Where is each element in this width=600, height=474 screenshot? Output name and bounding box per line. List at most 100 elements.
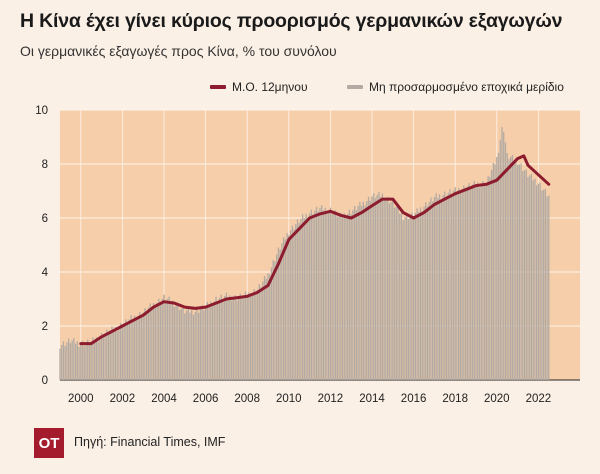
bar-mark [135,319,137,380]
bar-mark [314,210,316,380]
bar-mark [464,189,467,380]
bar-mark [246,296,248,380]
bar-mark [385,198,387,380]
bar-mark [83,346,85,380]
bar-mark [87,339,89,380]
bar-mark [230,300,233,380]
bar-mark [133,315,136,380]
bar-mark [490,169,493,380]
bar-mark [152,302,155,380]
bar-mark [203,310,205,380]
bar-mark [272,260,274,380]
bar-mark [251,293,254,380]
bar-mark [367,196,370,380]
bar-mark [480,184,482,380]
bar-mark [475,185,477,380]
bar-mark [137,315,139,380]
bar-mark [227,298,229,380]
bar-mark [407,218,410,380]
bar-mark [302,214,304,380]
bar-mark [177,303,179,380]
bar-mark [506,152,508,380]
bar-mark [123,323,125,380]
bar-mark [357,205,359,380]
bar-mark [97,341,99,380]
bar-mark [477,182,479,380]
legend-label-bars: Μη προσαρμοσμένο εποχικά μερίδιο [369,80,564,94]
bar-mark [201,305,203,380]
bar-mark [416,208,418,380]
bar-mark [329,207,332,380]
bar-mark [189,312,191,380]
bar-mark [331,214,333,380]
bar-mark [364,205,366,380]
bar-mark [165,300,167,380]
chart-plot: 0 2 4 6 8 10 2000 2002 2004 2006 2008 2010 2012 2014 2… [35,105,580,405]
bar-mark [151,307,153,380]
bar-mark [149,303,151,380]
bar-mark [265,278,267,380]
bar-mark [409,215,411,380]
bar-mark [256,289,259,380]
bar-mark [178,310,181,380]
chart-subtitle: Οι γερμανικές εξαγωγές προς Κίνα, % του … [20,43,337,59]
bar-mark [373,193,375,380]
bar-mark [392,200,394,380]
bar-mark [530,173,533,380]
bar-mark [525,169,527,380]
bar-mark [59,348,61,380]
bar-mark [308,213,311,380]
bar-mark [435,193,437,380]
bar-mark [71,340,73,380]
bar-mark [310,209,312,380]
bar-mark [359,201,361,380]
bar-mark [504,142,507,380]
bar-mark [508,159,510,380]
bar-mark [461,189,463,380]
x-tick-label: 2004 [151,393,177,405]
bar-mark [163,294,165,380]
bar-mark [333,212,335,380]
bar-mark [229,295,231,380]
bar-mark [102,337,104,380]
y-tick-label: 2 [42,321,48,333]
bar-mark [395,206,397,380]
legend-item-bars: Μη προσαρμοσμένο εποχικά μερίδιο [347,80,564,94]
bar-mark [380,196,382,380]
bar-mark [527,177,529,380]
bar-mark [295,224,297,380]
bar-mark [253,289,255,380]
bar-mark [286,233,288,380]
bar-mark [444,191,446,380]
bar-mark [326,213,328,380]
bar-mark [88,344,91,380]
bar-mark [369,200,371,380]
bar-mark [284,239,286,380]
bar-mark [499,139,501,380]
bar-mark [293,229,295,380]
bar-mark [459,192,462,380]
bar-mark [433,196,436,380]
bar-mark [173,306,176,380]
bar-mark [210,301,212,380]
bar-mark [518,164,520,380]
bar-mark [250,296,252,380]
y-tick-label: 10 [35,105,48,117]
bar-mark [520,163,522,380]
bar-mark [428,201,430,380]
bar-mark [260,286,262,380]
bar-mark [107,334,110,380]
bar-mark [128,319,130,380]
bar-mark [113,330,115,380]
x-tick-label: 2008 [234,393,260,405]
bar-mark [350,214,352,380]
legend-swatch-bars [347,85,363,89]
bar-mark [289,230,292,380]
bar-mark [328,210,330,380]
bar-mark [393,207,396,380]
bar-mark [400,212,403,380]
bar-mark [447,192,449,380]
bar-mark [386,196,389,380]
bar-mark [114,326,117,380]
bar-mark [215,296,217,380]
